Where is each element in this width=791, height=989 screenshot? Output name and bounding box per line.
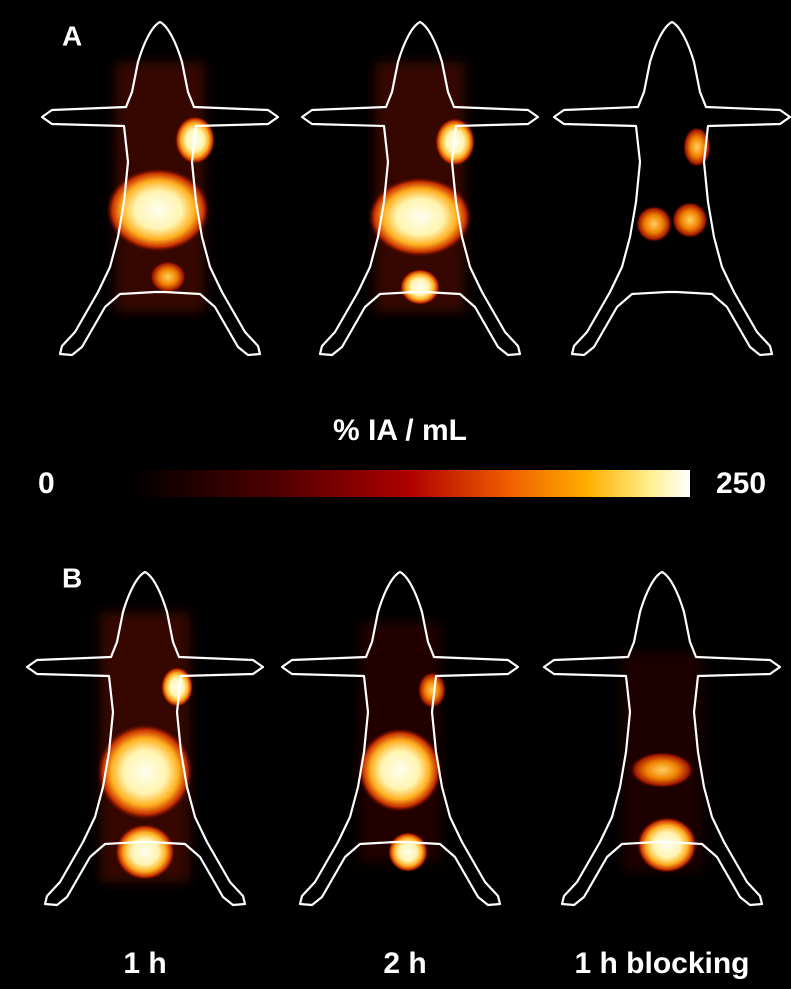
page: {"panels": [{"label": "A"}, {"label": "B… [0, 0, 791, 989]
mouse-image [42, 22, 278, 355]
colorbar-title: % IA / mL [333, 414, 467, 447]
colorbar-max: 250 [716, 467, 766, 500]
figure: A % IA / mL 0 250 B 1 h [0, 0, 791, 989]
column-labels: 1 h 2 h 1 h blocking [123, 947, 749, 980]
panel-label: A [62, 20, 82, 51]
mouse-image [282, 572, 518, 905]
panel-a: A [42, 20, 790, 355]
panel-b: B [27, 562, 780, 905]
colorbar-gradient [130, 470, 690, 497]
colorbar-min: 0 [38, 467, 55, 500]
mouse-image [544, 572, 780, 905]
column-label: 2 h [383, 947, 426, 980]
mouse-image [302, 22, 538, 355]
column-label: 1 h blocking [574, 947, 749, 980]
colorbar: % IA / mL 0 250 [38, 414, 766, 500]
mouse-image [554, 22, 790, 355]
mouse-image [27, 572, 263, 905]
panel-label: B [62, 562, 82, 593]
column-label: 1 h [123, 947, 166, 980]
